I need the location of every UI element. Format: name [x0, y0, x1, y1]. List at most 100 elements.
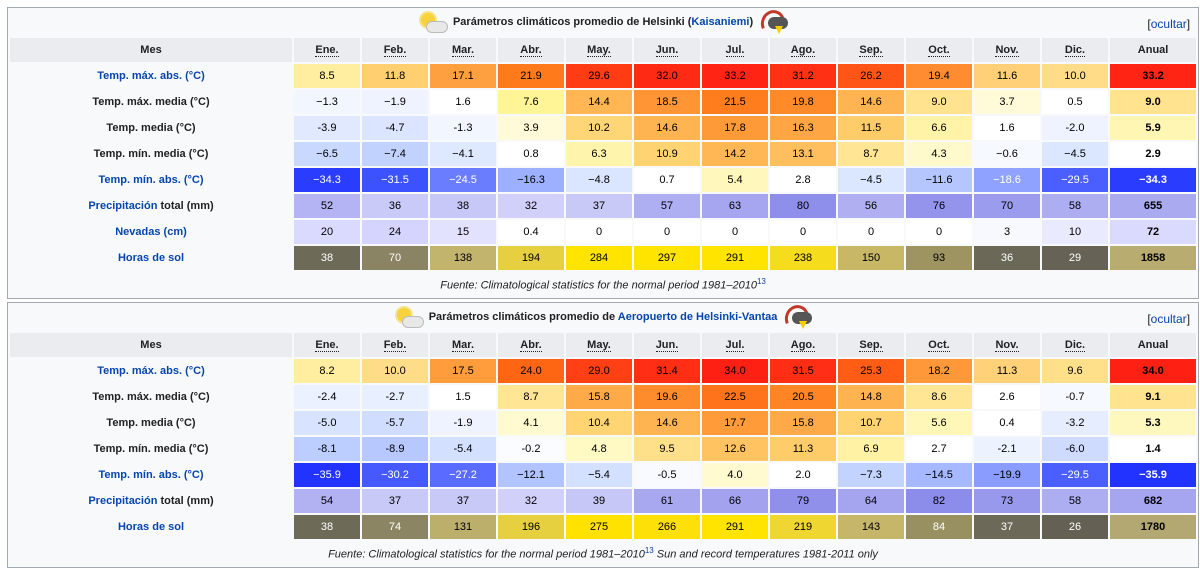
value-cell: −4.1: [430, 142, 496, 166]
hide-table-toggle[interactable]: [ocultar]: [1147, 17, 1191, 31]
value-cell: 0: [770, 220, 836, 244]
value-cell: 1.6: [430, 90, 496, 114]
row-label-link[interactable]: Temp. mín. abs.: [98, 174, 181, 186]
row-label: Temp. mín. media (°C): [10, 437, 292, 461]
value-cell: 194: [498, 246, 564, 270]
row-label-link[interactable]: Temp. máx. abs.: [97, 365, 183, 377]
header-annual: Anual: [1110, 333, 1197, 357]
value-cell: 38: [430, 194, 496, 218]
hide-table-toggle[interactable]: [ocultar]: [1147, 312, 1191, 326]
storm-icon: [781, 301, 814, 335]
row-label-link[interactable]: Precipitación: [88, 200, 158, 212]
value-cell: 10: [1042, 220, 1108, 244]
reference-link[interactable]: 13: [756, 276, 766, 286]
caption-station-link[interactable]: Kaisaniemi: [691, 16, 750, 28]
value-cell: 31.4: [634, 359, 700, 383]
value-cell: 2.7: [906, 437, 972, 461]
value-cell: 10.4: [566, 411, 632, 435]
value-cell: 266: [634, 515, 700, 539]
value-cell: 20: [294, 220, 360, 244]
value-cell: 18.5: [634, 90, 700, 114]
value-cell: 31.2: [770, 64, 836, 88]
value-cell: 12.6: [702, 437, 768, 461]
table-caption: Parámetros climáticos promedio de Helsin…: [10, 6, 1197, 40]
value-cell: 5.6: [906, 411, 972, 435]
partly-cloudy-icon: [393, 306, 424, 328]
value-cell: 82: [906, 489, 972, 513]
table-row: Nevadas (cm) 20 24 15 0.4 0 0 0 0 0 0 3 10 72: [10, 220, 1197, 244]
row-label-link[interactable]: Precipitación: [88, 495, 158, 507]
value-cell: 17.5: [430, 359, 496, 383]
value-cell: 57: [634, 194, 700, 218]
value-cell: −24.5: [430, 168, 496, 192]
value-cell: 8.7: [498, 385, 564, 409]
row-label-link[interactable]: Temp. máx. abs.: [97, 70, 183, 82]
value-cell: 291: [702, 246, 768, 270]
value-cell: 8.2: [294, 359, 360, 383]
value-cell: 31.5: [770, 359, 836, 383]
value-cell: 70: [974, 194, 1040, 218]
value-cell: 14.6: [634, 116, 700, 140]
source-note: Fuente: Climatological statistics for th…: [10, 272, 1197, 296]
annual-cell: −35.9: [1110, 463, 1197, 487]
value-cell: 11.3: [770, 437, 836, 461]
header-month: May.: [566, 333, 632, 357]
value-cell: 3.9: [498, 116, 564, 140]
value-cell: 284: [566, 246, 632, 270]
value-cell: 9.5: [634, 437, 700, 461]
value-cell: 14.8: [838, 385, 904, 409]
value-cell: 33.2: [702, 64, 768, 88]
value-cell: 66: [702, 489, 768, 513]
value-cell: 63: [702, 194, 768, 218]
value-cell: 0: [838, 220, 904, 244]
header-month: Ago.: [770, 38, 836, 62]
header-month: Feb.: [362, 333, 428, 357]
value-cell: 131: [430, 515, 496, 539]
value-cell: 80: [770, 194, 836, 218]
value-cell: −18.6: [974, 168, 1040, 192]
annual-cell: 1.4: [1110, 437, 1197, 461]
row-label-link[interactable]: Horas de sol: [117, 521, 185, 533]
value-cell: −5.4: [566, 463, 632, 487]
value-cell: 38: [294, 515, 360, 539]
table-row: Temp. mín. abs. (°C) −34.3 −31.5 −24.5 −16.3…: [10, 168, 1197, 192]
value-cell: 18.2: [906, 359, 972, 383]
value-cell: 2.0: [770, 463, 836, 487]
value-cell: 11.8: [362, 64, 428, 88]
row-label-link[interactable]: Nevadas: [115, 226, 161, 238]
value-cell: 32.0: [634, 64, 700, 88]
row-label: Horas de sol: [10, 246, 292, 270]
header-month: Feb.: [362, 38, 428, 62]
header-month: Dic.: [1042, 38, 1108, 62]
value-cell: -0.7: [1042, 385, 1108, 409]
value-cell: 7.6: [498, 90, 564, 114]
header-month: Abr.: [498, 333, 564, 357]
value-cell: -0.5: [634, 463, 700, 487]
reference-link[interactable]: 13: [644, 545, 654, 555]
caption-station-link[interactable]: Aeropuerto de Helsinki-Vantaa: [617, 311, 778, 323]
value-cell: 14.6: [838, 90, 904, 114]
header-month: Mar.: [430, 38, 496, 62]
row-label: Horas de sol: [10, 515, 292, 539]
value-cell: -5.0: [294, 411, 360, 435]
annual-cell: 655: [1110, 194, 1197, 218]
value-cell: 17.1: [430, 64, 496, 88]
value-cell: 0.7: [634, 168, 700, 192]
value-cell: 0: [906, 220, 972, 244]
value-cell: 58: [1042, 194, 1108, 218]
value-cell: −1.3: [294, 90, 360, 114]
value-cell: −27.2: [430, 463, 496, 487]
value-cell: 37: [362, 489, 428, 513]
value-cell: 9.6: [1042, 359, 1108, 383]
value-cell: 9.0: [906, 90, 972, 114]
row-label-link[interactable]: Horas de sol: [117, 252, 185, 264]
value-cell: −1.9: [362, 90, 428, 114]
value-cell: 1.5: [430, 385, 496, 409]
header-month: Jul.: [702, 38, 768, 62]
value-cell: −16.3: [498, 168, 564, 192]
value-cell: 275: [566, 515, 632, 539]
header-row: Mes Ene. Feb. Mar. Abr. May. Jun. Jul. Ago. Sep. O…: [10, 333, 1197, 357]
row-label: Temp. máx. media (°C): [10, 385, 292, 409]
value-cell: 10.7: [838, 411, 904, 435]
row-label-link[interactable]: Temp. mín. abs.: [98, 469, 181, 481]
